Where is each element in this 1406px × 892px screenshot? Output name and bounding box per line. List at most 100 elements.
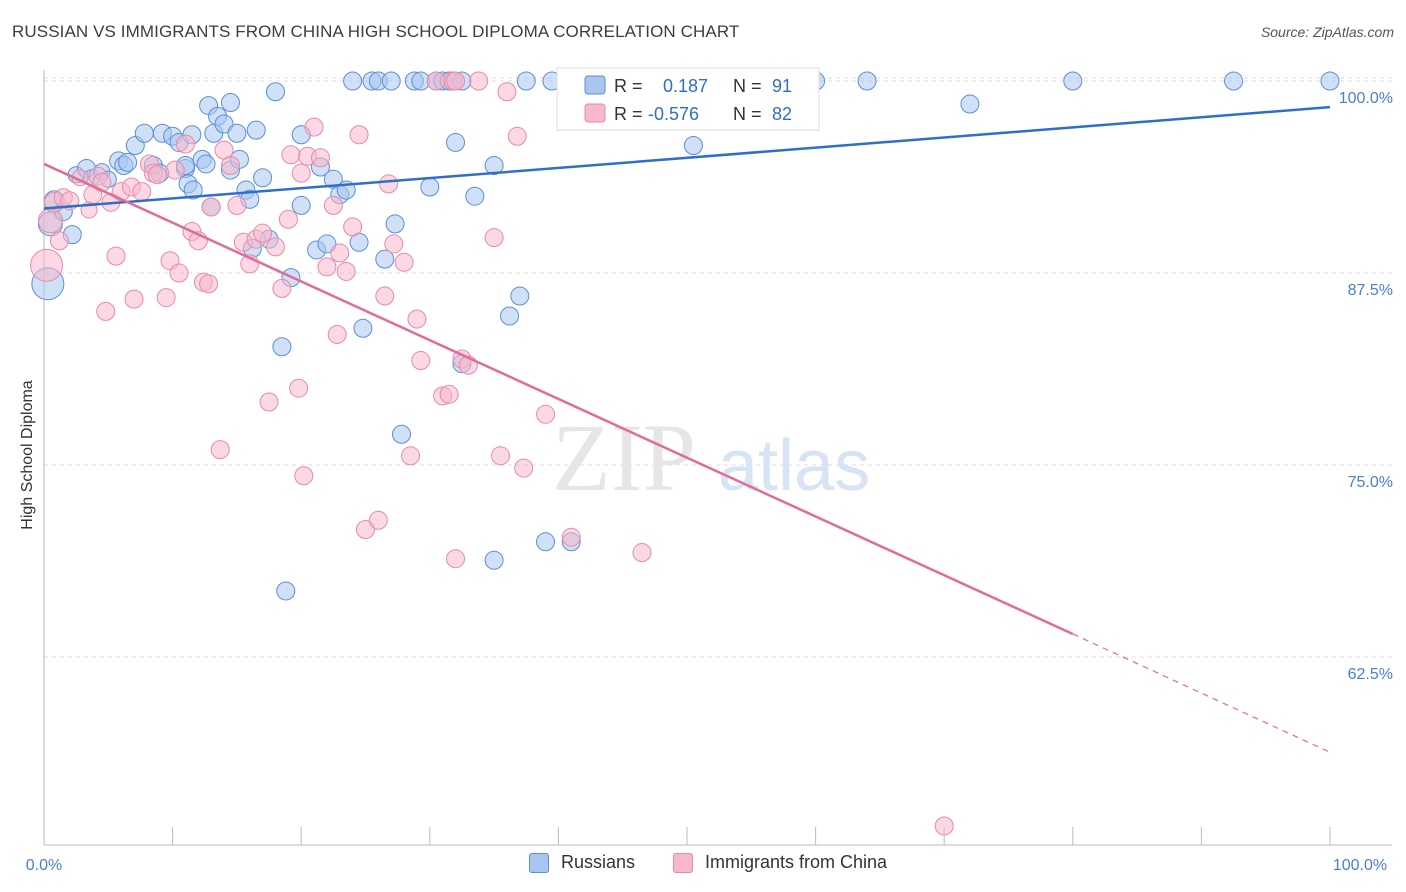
china-point [323,195,343,215]
legend-n-label-1: N = [733,76,762,96]
russian-point [536,532,556,552]
russian-point [1320,71,1340,91]
china-point [265,237,285,257]
china-point [227,195,247,215]
china-point [253,223,273,243]
china-point [156,288,176,308]
russians-trend-line [43,105,1331,210]
russian-point [1224,71,1244,91]
china-point [220,155,240,175]
russian-point [214,114,234,134]
legend-swatch-russians [584,75,606,95]
china-point [375,286,395,306]
china-point [281,145,301,165]
china-point [356,520,375,540]
china-point [304,117,324,137]
russian-point [276,581,296,601]
legend-r-label-1: R = [614,76,643,96]
china-point [446,549,466,569]
china-point [368,510,388,530]
y-tick-label: 87.5% [1348,282,1393,299]
russian-point [381,71,401,91]
china-point [49,231,69,251]
russian-point [385,214,405,234]
russian-point [375,249,395,269]
russian-point [500,306,520,326]
china-point [169,263,189,283]
bottom-legend-russians: Russians [529,852,635,873]
y-tick-label: 62.5% [1348,666,1393,683]
watermark: ZIP atlas [552,404,870,511]
legend-r-value-1: 0.187 [663,76,708,96]
china-point [330,243,350,263]
russian-point [960,94,980,114]
axis-layer: 100.0% 87.5% 75.0% 62.5% 0.0% 100.0% [26,70,1393,874]
russian-point [353,318,373,338]
russian-point [446,132,466,152]
x-tick-label-max: 100.0% [1333,857,1387,874]
china-point [124,289,144,309]
china-point [411,351,431,371]
china-point [147,165,167,185]
china-point [201,197,221,217]
russian-point [392,424,412,444]
russian-point [510,286,530,306]
china-point [394,252,414,272]
china-point [96,301,116,321]
china-point [469,71,489,91]
russian-point [343,71,363,91]
china-trend-line-extension [1072,633,1331,753]
china-trend-line [43,162,1074,636]
china-point [484,228,504,248]
x-tick-label-min: 0.0% [26,857,62,874]
china-point [536,404,556,424]
watermark-atlas: atlas [718,426,870,506]
russian-point [227,123,247,143]
russian-point [683,136,703,156]
legend-n-value-1: 91 [772,76,792,96]
china-swatch [673,852,693,873]
china-point [343,217,363,237]
chart-title: RUSSIAN VS IMMIGRANTS FROM CHINA HIGH SC… [12,22,740,41]
china-point [210,440,230,460]
china-point [407,309,427,329]
china-point [165,160,185,180]
russian-point [253,168,273,188]
china-point [426,71,446,91]
bottom-legend-russians-label: Russians [561,852,636,872]
russian-point [196,154,216,174]
china-point [349,125,369,145]
china-point [272,278,292,298]
china-point [561,527,581,547]
china-point [291,163,311,183]
russian-point [516,71,536,91]
russian-point [484,550,504,570]
legend-n-value-2: 82 [772,104,792,124]
russian-point [1063,71,1083,91]
china-point [514,458,534,478]
china-point [491,446,511,466]
china-point [294,466,314,486]
points-layer [30,71,1340,836]
china-point [446,71,466,91]
russian-point [134,123,154,143]
trend-layer [43,105,1331,753]
china-point [278,209,298,229]
russian-point [857,71,877,91]
russian-point [484,155,504,175]
legend-r-label-2: R = [614,104,643,124]
china-point [37,208,63,234]
china-point [384,234,404,254]
china-point [336,261,356,281]
russian-point [420,177,440,197]
russian-point [291,195,311,215]
y-tick-label: 100.0% [1339,90,1393,107]
china-point [439,384,459,404]
china-point [327,324,347,344]
china-point [310,148,330,168]
china-point [132,182,152,202]
china-point [289,378,309,398]
russian-point [317,234,337,254]
bottom-legend-china: Immigrants from China [673,852,887,873]
